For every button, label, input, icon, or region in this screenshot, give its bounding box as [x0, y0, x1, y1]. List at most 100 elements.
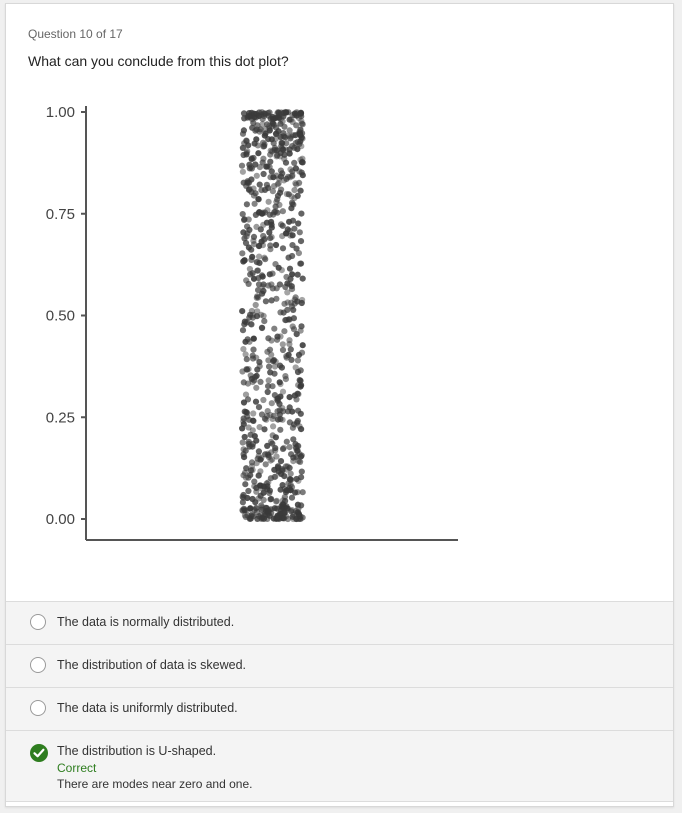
- data-point: [281, 509, 288, 517]
- data-point: [277, 309, 284, 316]
- data-point: [260, 396, 267, 404]
- data-point: [298, 468, 305, 475]
- data-point: [266, 127, 273, 134]
- data-point: [279, 245, 287, 252]
- data-point: [273, 295, 280, 302]
- data-point: [282, 283, 289, 291]
- data-point: [286, 394, 293, 401]
- data-point: [294, 368, 302, 376]
- data-point: [279, 515, 286, 522]
- data-point: [265, 357, 272, 364]
- data-point: [266, 489, 273, 497]
- data-point: [253, 223, 260, 230]
- data-point: [256, 242, 263, 250]
- data-point: [291, 159, 298, 166]
- data-point: [242, 239, 250, 247]
- data-point: [258, 411, 266, 418]
- radio-button-icon[interactable]: [30, 657, 46, 673]
- data-point: [289, 168, 296, 175]
- data-point: [296, 377, 303, 384]
- data-point: [248, 459, 256, 466]
- data-point: [285, 480, 292, 487]
- data-point: [281, 123, 288, 130]
- data-point: [241, 321, 248, 328]
- data-point: [299, 135, 306, 142]
- data-point: [288, 494, 296, 501]
- data-point: [263, 416, 270, 423]
- answer-option-2[interactable]: The distribution of data is skewed.: [6, 644, 673, 687]
- data-point: [290, 306, 297, 313]
- data-point: [282, 489, 290, 496]
- data-point: [265, 198, 272, 205]
- data-point: [295, 220, 302, 227]
- data-point: [286, 444, 293, 451]
- data-point: [271, 473, 278, 481]
- data-point: [255, 150, 262, 157]
- data-point: [252, 190, 259, 197]
- data-point: [272, 447, 279, 454]
- data-point: [291, 392, 298, 399]
- answer-option-4[interactable]: The distribution is U-shaped. Correct Th…: [6, 730, 673, 802]
- data-point: [248, 155, 255, 162]
- data-point: [243, 465, 250, 472]
- data-point: [274, 196, 281, 203]
- data-point: [250, 119, 257, 126]
- data-point: [241, 433, 248, 441]
- data-point: [299, 121, 306, 128]
- answer-option-1[interactable]: The data is normally distributed.: [6, 601, 673, 644]
- answer-option-label: The distribution of data is skewed.: [57, 658, 246, 672]
- data-point: [249, 124, 256, 131]
- data-point: [259, 290, 266, 297]
- data-point: [299, 159, 306, 166]
- data-point: [261, 415, 269, 422]
- data-point: [280, 444, 287, 451]
- data-point: [279, 170, 286, 177]
- data-point: [250, 233, 258, 240]
- data-point: [296, 229, 303, 236]
- data-point: [297, 110, 304, 117]
- data-point: [294, 501, 301, 508]
- data-point: [265, 377, 272, 384]
- data-point: [244, 413, 251, 420]
- data-point: [278, 186, 285, 193]
- data-point: [288, 193, 295, 200]
- data-point: [279, 482, 286, 489]
- data-point: [279, 341, 286, 348]
- data-point: [274, 333, 281, 340]
- radio-button-icon[interactable]: [30, 700, 46, 716]
- data-point: [273, 505, 280, 512]
- data-point: [289, 217, 297, 224]
- data-point: [268, 168, 275, 175]
- data-point: [284, 306, 291, 313]
- data-point: [240, 379, 247, 386]
- data-point: [245, 366, 252, 373]
- data-point: [268, 337, 275, 344]
- answer-option-3[interactable]: The data is uniformly distributed.: [6, 687, 673, 730]
- y-tick-label: 0.50: [46, 308, 75, 325]
- data-point: [239, 168, 246, 175]
- data-point: [241, 257, 248, 264]
- data-point: [279, 118, 286, 125]
- data-point: [256, 424, 263, 431]
- data-point: [261, 426, 268, 433]
- data-point: [270, 412, 277, 419]
- data-point: [254, 293, 261, 300]
- radio-button-icon[interactable]: [30, 614, 46, 630]
- data-point: [240, 451, 247, 458]
- data-point: [260, 170, 267, 178]
- data-point: [297, 260, 304, 267]
- data-point: [289, 199, 296, 206]
- data-point: [275, 114, 282, 121]
- data-point: [284, 463, 291, 470]
- data-point: [260, 496, 267, 504]
- data-point: [255, 281, 263, 288]
- data-point: [249, 417, 257, 424]
- data-point: [294, 419, 301, 426]
- data-point: [245, 487, 252, 495]
- data-point: [256, 128, 263, 135]
- data-point: [270, 423, 277, 430]
- data-point: [242, 391, 250, 398]
- data-point: [264, 388, 271, 396]
- data-point: [298, 169, 305, 176]
- data-point: [254, 142, 261, 149]
